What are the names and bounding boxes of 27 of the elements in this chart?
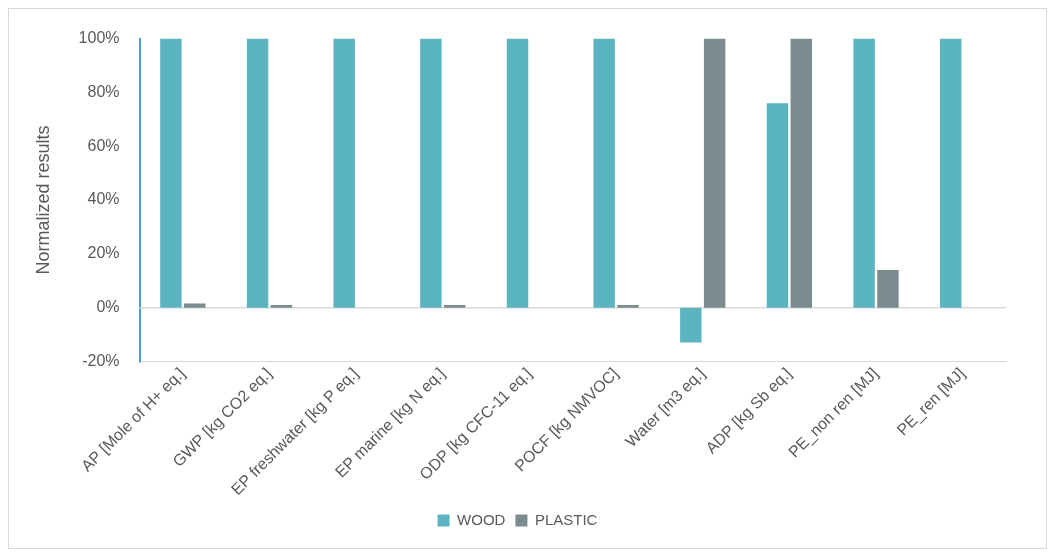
y-tick-label: 100%: [78, 29, 120, 47]
bar: [246, 38, 269, 308]
bar: [853, 38, 875, 308]
y-axis-title: Normalized results: [32, 125, 53, 275]
bar: [184, 303, 206, 308]
y-tick-label: 60%: [87, 136, 120, 154]
legend-label: PLASTIC: [534, 510, 598, 528]
bar: [617, 304, 639, 308]
bar: [593, 38, 615, 308]
y-tick-label: -20%: [82, 351, 120, 369]
bar: [766, 103, 789, 308]
bar: [506, 38, 529, 308]
bar: [333, 38, 355, 308]
bar: [420, 38, 442, 308]
y-tick-label: 0%: [96, 298, 120, 316]
bar: [790, 38, 813, 308]
bar: [443, 304, 466, 308]
bar: [703, 38, 726, 308]
y-tick-label: 20%: [87, 244, 120, 262]
y-tick-label: 40%: [87, 190, 120, 208]
bar: [270, 304, 293, 308]
bar: [940, 38, 962, 308]
bar: [680, 307, 702, 343]
y-tick-label: 80%: [87, 82, 120, 100]
bar: [877, 269, 899, 308]
legend-label: WOOD: [457, 510, 506, 528]
bar: [160, 38, 182, 308]
